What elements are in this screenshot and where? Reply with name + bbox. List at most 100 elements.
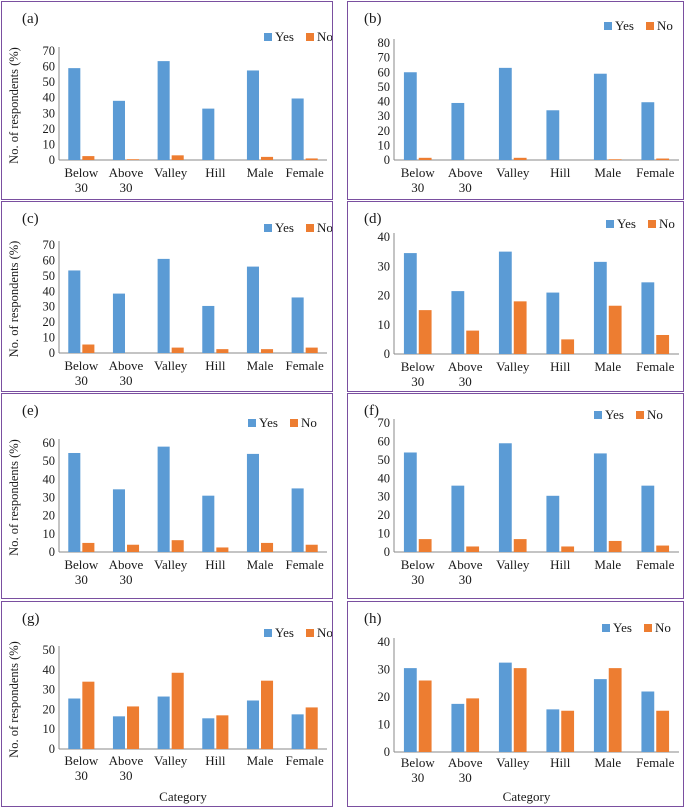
bar-yes — [546, 292, 560, 354]
legend-swatch-no — [306, 224, 314, 232]
x-tick-label: Hill — [550, 165, 571, 180]
bar-yes — [68, 270, 81, 353]
y-tick-label: 0 — [384, 745, 390, 759]
x-tick-label: Female — [286, 557, 324, 572]
x-tick-label: Female — [286, 165, 324, 180]
bar-yes — [403, 452, 417, 552]
y-tick-label: 30 — [378, 109, 391, 123]
legend-label-yes: Yes — [613, 620, 632, 635]
bar-no — [608, 159, 622, 160]
y-tick-label: 20 — [43, 315, 56, 329]
legend-swatch-no — [644, 624, 652, 632]
bar-no — [608, 305, 622, 354]
legend-label-yes: Yes — [259, 415, 278, 430]
chart-title: (e) — [22, 403, 39, 419]
bar-yes — [157, 258, 170, 353]
legend-label-no: No — [659, 216, 675, 231]
y-tick-label: 60 — [43, 60, 56, 74]
x-tick-label: Valley — [154, 557, 188, 572]
bar-yes — [498, 662, 512, 752]
bar-yes — [112, 489, 125, 552]
bar-no — [418, 680, 432, 752]
y-axis-label: No. of respondents (%) — [7, 641, 21, 758]
legend-swatch-yes — [264, 629, 272, 637]
y-tick-label: 0 — [384, 545, 390, 559]
bar-yes — [593, 679, 607, 752]
legend-swatch-no — [648, 220, 656, 228]
y-tick-label: 40 — [378, 635, 391, 649]
bar-no — [305, 707, 318, 749]
legend-label-no: No — [647, 407, 663, 422]
y-axis-label: No. of respondents (%) — [7, 439, 21, 556]
bar-yes — [157, 446, 170, 552]
y-tick-label: 20 — [43, 702, 56, 716]
x-tick-label: Male — [594, 755, 621, 770]
x-tick-label: Below 30 — [401, 557, 436, 587]
y-tick-label: 70 — [43, 238, 56, 252]
x-tick-label: Female — [286, 358, 324, 373]
x-tick-label: Hill — [205, 358, 226, 373]
chart-title: (g) — [22, 611, 40, 627]
y-axis-label: No. of respondents (%) — [7, 47, 21, 164]
bar-no — [82, 156, 95, 160]
bar-no — [513, 157, 527, 160]
y-tick-label: 60 — [43, 436, 56, 450]
bar-yes — [291, 297, 304, 353]
x-tick-label: Valley — [496, 755, 530, 770]
legend-swatch-yes — [602, 624, 610, 632]
bar-no — [261, 156, 274, 160]
y-tick-label: 60 — [378, 434, 391, 448]
legend-label-yes: Yes — [275, 29, 294, 44]
x-tick-label: Above 30 — [109, 165, 144, 195]
y-tick-label: 40 — [378, 95, 391, 109]
x-tick-label: Hill — [205, 753, 226, 768]
bar-yes — [246, 266, 259, 353]
y-tick-label: 0 — [49, 153, 55, 167]
y-tick-label: 50 — [378, 453, 391, 467]
y-tick-label: 20 — [43, 122, 56, 136]
bar-no — [466, 698, 480, 752]
x-tick-label: Valley — [496, 557, 530, 572]
bar-yes — [68, 698, 81, 749]
x-tick-label: Below 30 — [64, 753, 99, 783]
y-tick-label: 30 — [378, 663, 391, 677]
x-tick-label: Above 30 — [109, 557, 144, 587]
legend-swatch-yes — [594, 411, 602, 419]
x-tick-label: Female — [286, 753, 324, 768]
bar-yes — [157, 61, 170, 160]
bar-no — [82, 542, 95, 552]
bar-yes — [112, 293, 125, 353]
bar-yes — [246, 70, 259, 160]
x-tick-label: Above 30 — [109, 358, 144, 388]
chart-title: (a) — [22, 11, 39, 27]
chart-panel-g: (g) 0 10 20 30 40 50 No. of respondents (%) Belo… — [1, 601, 333, 807]
bar-no — [171, 672, 184, 749]
bar-yes — [641, 102, 655, 160]
bar-no — [171, 540, 184, 552]
bar-no — [261, 680, 274, 749]
y-tick-label: 40 — [378, 230, 391, 244]
legend-swatch-no — [636, 411, 644, 419]
bar-no — [418, 539, 432, 552]
x-tick-label: Male — [247, 358, 274, 373]
bar-yes — [112, 100, 125, 160]
bar-no — [305, 158, 318, 160]
bar-yes — [202, 495, 215, 552]
y-tick-label: 10 — [43, 722, 56, 736]
legend-swatch-no — [306, 33, 314, 41]
y-tick-label: 10 — [378, 318, 391, 332]
chart-panel-b: (b) 0 10 20 30 40 50 60 70 80 Below 30 Above 30 Valley… — [347, 1, 684, 200]
bar-yes — [157, 696, 170, 749]
x-tick-label: Above 30 — [448, 359, 483, 389]
chart-title: (d) — [364, 211, 382, 227]
bar-yes — [593, 73, 607, 160]
x-tick-label: Below 30 — [64, 358, 99, 388]
bar-yes — [202, 108, 215, 160]
y-tick-label: 20 — [378, 289, 391, 303]
y-tick-label: 10 — [378, 718, 391, 732]
x-tick-label: Below 30 — [401, 165, 436, 195]
x-tick-label: Hill — [205, 557, 226, 572]
chart-panel-a: (a) 0 10 20 30 40 50 60 70 No. of respondents (%)… — [1, 1, 333, 200]
bar-no — [513, 301, 527, 354]
legend-swatch-yes — [264, 224, 272, 232]
